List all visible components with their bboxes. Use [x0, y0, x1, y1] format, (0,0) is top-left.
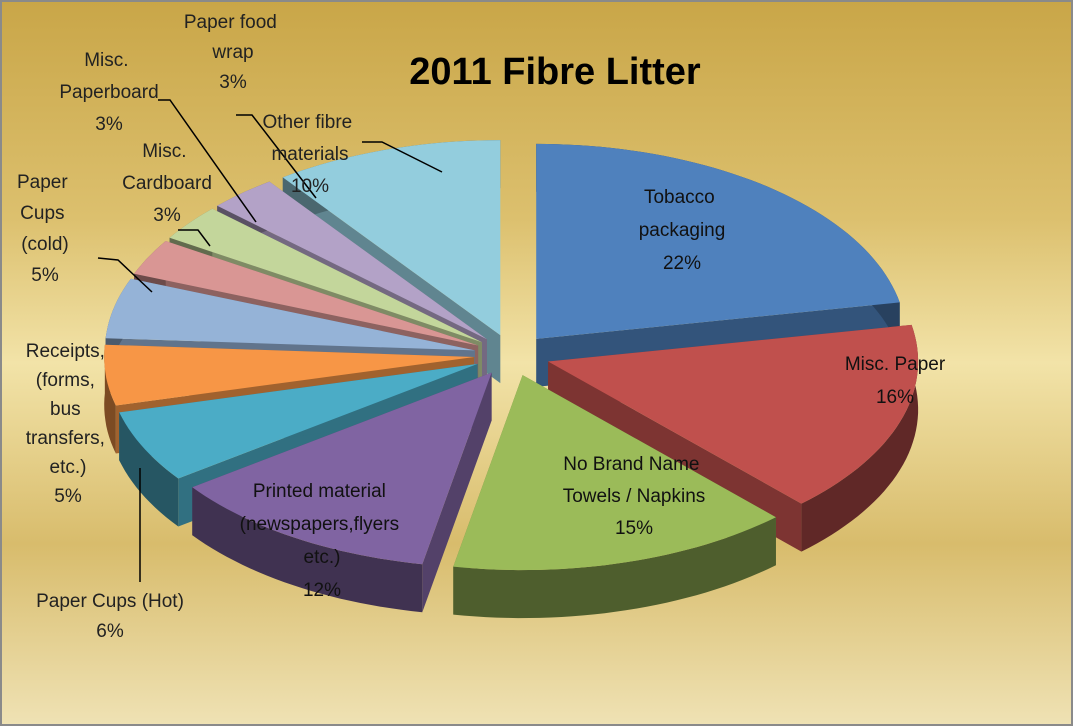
- slice-side: [192, 487, 423, 613]
- value-label: 5%: [31, 265, 59, 286]
- chart-title: 2011 Fibre Litter: [409, 51, 701, 93]
- slice: [217, 181, 487, 340]
- slice: [104, 344, 475, 406]
- category-label: Tobacco packaging: [639, 187, 726, 241]
- leader-line: [178, 229, 211, 247]
- slice: [169, 208, 482, 343]
- leader-line: [158, 99, 257, 223]
- leader-line: [362, 141, 443, 173]
- slice-side: [801, 324, 919, 552]
- value-label: 12%: [303, 580, 341, 601]
- category-label: Misc. Paperboard: [59, 50, 158, 103]
- value-label: 3%: [153, 205, 181, 226]
- category-label: Paper Cups (Hot): [36, 591, 184, 612]
- slice: [134, 241, 479, 346]
- value-label: 22%: [663, 253, 701, 274]
- slice-side: [422, 372, 492, 613]
- value-label: 3%: [95, 114, 123, 135]
- slice-side: [453, 517, 776, 619]
- labels: Tobacco packaging 22% Misc. Paper 16% No Bra…: [17, 12, 946, 642]
- slice: [105, 278, 475, 351]
- value-label: 16%: [876, 387, 914, 408]
- category-label: Receipts, (forms, bus transfers, etc.): [26, 341, 110, 478]
- category-label: Paper Cups (cold): [17, 172, 73, 255]
- slice-side: [119, 412, 179, 527]
- value-label: 15%: [615, 518, 653, 539]
- slice: [536, 143, 900, 339]
- category-label: Misc. Cardboard: [122, 141, 212, 194]
- category-label: Other fibre materials: [262, 112, 357, 165]
- category-label: No Brand Name Towels / Napkins: [563, 454, 706, 507]
- slice-side: [104, 344, 116, 454]
- value-label: 6%: [96, 621, 124, 642]
- category-label: Paper food wrap: [184, 12, 282, 63]
- leader-line: [97, 257, 153, 293]
- value-label: 3%: [219, 72, 247, 93]
- slice: [119, 363, 478, 479]
- slice: [453, 375, 776, 571]
- slice: [192, 372, 492, 565]
- value-label: 5%: [54, 486, 82, 507]
- slice: [282, 140, 501, 336]
- category-label: Misc. Paper: [845, 354, 946, 375]
- pie: [104, 140, 919, 619]
- leader-line: [236, 114, 317, 199]
- slice: [548, 324, 919, 504]
- value-label: 10%: [291, 176, 329, 197]
- category-label: Printed material (newspapers,flyers etc.…: [240, 481, 405, 568]
